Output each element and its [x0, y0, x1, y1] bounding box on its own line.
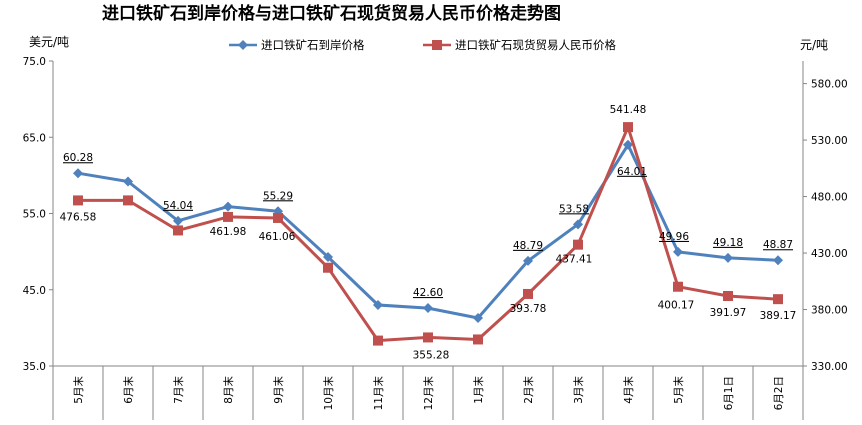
series-1-point: [623, 139, 633, 150]
series-2-data-label: 437.41: [556, 254, 593, 266]
series-1-point: [773, 255, 783, 266]
series-2-point: [223, 211, 233, 222]
category-label: 7月末: [172, 376, 185, 404]
legend-label-series-2: 进口铁矿石现货贸易人民币价格: [455, 38, 616, 52]
category-label: 5月末: [72, 376, 85, 404]
right-axis-tick-label: 330.00: [811, 361, 848, 373]
series-1-point: [323, 251, 333, 262]
right-axis-tick-label: 580.00: [811, 79, 848, 91]
series-1-data-label: 55.29: [263, 190, 293, 202]
category-label: 10月末: [322, 376, 335, 411]
chart-title: 进口铁矿石到岸价格与进口铁矿石现货贸易人民币价格走势图: [102, 3, 561, 24]
series-2-point: [273, 212, 283, 223]
right-axis-tick-label: 430.00: [811, 248, 848, 260]
series-2-point: [723, 290, 733, 301]
series-1-point: [223, 201, 233, 212]
left-axis-tick-label: 45.0: [23, 285, 46, 297]
category-label: 3月末: [572, 376, 585, 404]
right-axis-tick-label: 530.00: [811, 135, 848, 147]
series-2-data-label: 400.17: [658, 300, 695, 312]
left-axis-tick-label: 55.0: [23, 209, 46, 221]
series-2-point: [373, 335, 383, 346]
category-label: 6月2日: [773, 376, 785, 410]
legend-label-series-1: 进口铁矿石到岸价格: [261, 38, 365, 52]
series-1-data-label: 64.01: [617, 166, 647, 178]
right-axis-unit: 元/吨: [800, 38, 828, 52]
series-1-data-label: 53.58: [559, 203, 589, 215]
series-1-point: [523, 255, 533, 266]
series-2-data-label: 461.06: [259, 231, 296, 243]
series-2-data-label: 393.78: [510, 303, 547, 315]
series-layer: [73, 122, 783, 346]
category-label: 11月末: [372, 376, 385, 411]
series-1-point: [123, 176, 133, 187]
series-1-point: [673, 246, 683, 257]
series-1-data-label: 54.04: [163, 200, 193, 212]
series-2-point: [573, 239, 583, 250]
legend-marker-series-1: [238, 40, 248, 50]
series-2-point: [673, 281, 683, 292]
series-2-data-label: 389.17: [760, 310, 797, 322]
axes: 75.0 65.0 55.0 45.0 35.0 580.00 530.00 480.00 43…: [23, 56, 848, 420]
series-1-data-label: 49.18: [713, 237, 743, 249]
series-1-data-label: 49.96: [659, 231, 689, 243]
series-2-point: [73, 195, 83, 206]
category-label: 8月末: [222, 376, 235, 404]
series-2-point: [123, 195, 133, 206]
series-1-point: [723, 252, 733, 263]
category-label: 6月1日: [723, 376, 735, 410]
category-label: 12月末: [422, 376, 435, 411]
legend: 进口铁矿石到岸价格 进口铁矿石现货贸易人民币价格: [229, 38, 616, 52]
left-axis-tick-label: 35.0: [23, 361, 46, 373]
series-1-data-label: 48.87: [763, 239, 793, 251]
series-2-point: [773, 294, 783, 305]
series-1-data-label: 42.60: [413, 287, 443, 299]
series-2-point: [323, 262, 333, 273]
series-2-point: [623, 122, 633, 133]
category-label: 9月末: [272, 376, 285, 404]
series-2-data-label: 391.97: [710, 307, 747, 319]
series-2-point: [473, 334, 483, 345]
series-1-point: [573, 219, 583, 230]
right-axis-tick-label: 380.00: [811, 305, 848, 317]
legend-item-series-2: 进口铁矿石现货贸易人民币价格: [423, 38, 616, 52]
left-axis-unit: 美元/吨: [29, 35, 69, 49]
series-1-point: [373, 300, 383, 310]
category-label: 4月末: [622, 376, 635, 404]
series-1-data-label: 48.79: [513, 240, 543, 252]
series-1-point: [473, 312, 483, 323]
legend-item-series-1: 进口铁矿石到岸价格: [229, 38, 365, 52]
category-label: 6月末: [122, 376, 135, 404]
left-axis-tick-label: 65.0: [23, 132, 46, 144]
right-axis-tick-label: 480.00: [811, 192, 848, 204]
series-2-point: [173, 225, 183, 236]
series-2-point: [423, 332, 433, 343]
left-axis-tick-label: 75.0: [23, 56, 46, 68]
series-2-data-label: 461.98: [210, 226, 247, 238]
category-label: 1月末: [472, 376, 485, 404]
category-label: 2月末: [522, 376, 535, 404]
series-1-point: [423, 303, 433, 314]
data-labels: 60.28 54.04 55.29 42.60 48.79 53.58 64.01 49.96…: [60, 104, 797, 361]
legend-marker-series-2: [432, 40, 442, 50]
series-2-point: [523, 288, 533, 299]
series-2-data-label: 541.48: [610, 104, 647, 116]
series-2-data-label: 476.58: [60, 211, 97, 223]
series-2-data-label: 355.28: [413, 349, 450, 361]
series-1-data-label: 60.28: [63, 152, 93, 164]
series-1-point: [73, 168, 83, 179]
category-label: 5月末: [672, 376, 685, 404]
series-1-point: [173, 215, 183, 226]
